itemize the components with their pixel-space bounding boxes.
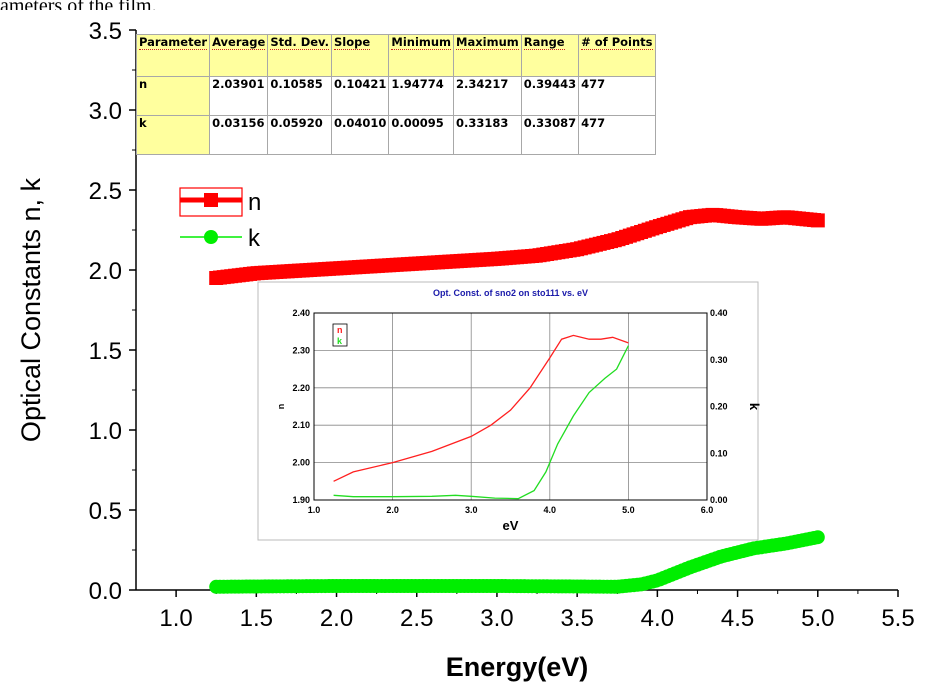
x-tick-label: 5.0	[801, 605, 834, 632]
main-plot: 0.0 0.5 1.0 1.5 2.0 2.5 3.0 3.5 1.0 1.5 2.0 2.5 3.0 3…	[16, 18, 915, 682]
x-tick-label: 2.0	[320, 605, 353, 632]
table-cell: 0.39443	[520, 76, 580, 116]
table-cell: 0.03156	[209, 115, 269, 155]
x-tick-label: 5.5	[881, 605, 914, 632]
x-axis-label: Energy(eV)	[446, 652, 589, 682]
y-tick-label: 2.5	[89, 178, 122, 205]
header-cell: Std. Dev.	[267, 34, 332, 77]
inset-x-tick-label: 4.0	[544, 505, 557, 515]
inset-y2-tick-label: 0.30	[710, 355, 728, 365]
legend-marker-n	[204, 193, 218, 207]
inset-legend-label-n: n	[337, 325, 343, 335]
table-cell: 0.04010	[330, 115, 390, 155]
header-cell: Minimum	[388, 34, 455, 77]
table-row: k 0.03156 0.05920 0.04010 0.00095 0.3318…	[135, 115, 656, 155]
x-tick-label: 4.0	[641, 605, 674, 632]
table-cell: 1.94774	[388, 76, 455, 116]
inset-y-axis-label: n	[276, 404, 286, 410]
legend-label-n: n	[248, 189, 261, 216]
inset-x-tick-label: 2.0	[386, 505, 399, 515]
table-cell: 0.10585	[267, 76, 332, 116]
inset-x-tick-label: 6.0	[701, 505, 714, 515]
y-tick-label: 0.0	[89, 578, 122, 605]
y-tick-label: 1.0	[89, 418, 122, 445]
table-row: n 2.03901 0.10585 0.10421 1.94774 2.3421…	[135, 76, 656, 116]
header-cell: Range	[520, 34, 580, 77]
x-tick-label: 3.5	[560, 605, 593, 632]
inset-y2-axis-label: k	[747, 403, 762, 411]
inset-x-axis-label: eV	[503, 518, 519, 533]
x-tick-label: 1.5	[240, 605, 273, 632]
inset-legend-box	[332, 323, 348, 347]
inset-y-tick-label: 2.30	[292, 345, 310, 355]
x-tick-label: 2.5	[400, 605, 433, 632]
inset-y-tick-label: 2.00	[292, 458, 310, 468]
table-cell: 0.00095	[388, 115, 455, 155]
x-tick-label: 3.0	[480, 605, 513, 632]
inset-y2-tick-label: 0.20	[710, 402, 728, 412]
table-cell: 0.33087	[520, 115, 580, 155]
header-cell: Maximum	[453, 34, 522, 77]
series-n	[209, 207, 825, 285]
inset-x-tick-label: 1.0	[308, 505, 321, 515]
inset-chart: Opt. Const. of sno2 on sto111 vs. eV 1.0 2…	[257, 281, 762, 541]
inset-series-n	[333, 334, 629, 482]
x-tick-label: 4.5	[721, 605, 754, 632]
statistics-table: Parameter Average Std. Dev. Slope Minimu…	[135, 34, 656, 155]
legend: nk	[179, 187, 261, 252]
y-tick-label: 3.5	[89, 18, 122, 45]
table-cell: 0.33183	[453, 115, 522, 155]
inset-frame	[313, 312, 708, 501]
table-cell: 477	[578, 115, 656, 155]
table-cell: 0.10421	[330, 76, 390, 116]
y-tick-label: 0.5	[89, 498, 122, 525]
inset-y2-tick-label: 0.10	[710, 448, 728, 458]
x-tick-label: 1.0	[159, 605, 192, 632]
y-tick-label: 1.5	[89, 338, 122, 365]
inset-y2-tick-label: 0.00	[710, 495, 728, 505]
inset-y-tick-label: 2.10	[292, 420, 310, 430]
header-cell: Average	[209, 34, 269, 77]
inset-title: Opt. Const. of sno2 on sto111 vs. eV	[433, 288, 588, 298]
table-cell: 2.34217	[453, 76, 522, 116]
statistics-header-row: Parameter Average Std. Dev. Slope Minimu…	[135, 34, 656, 77]
inset-y-tick-label: 1.90	[292, 495, 310, 505]
inset-y-tick-label: 2.20	[292, 383, 310, 393]
legend-marker-k	[204, 230, 218, 244]
inset-series-k	[333, 345, 629, 500]
header-cell: Slope	[330, 34, 390, 77]
row-label: k	[135, 115, 211, 155]
inset-y2-tick-label: 0.40	[710, 308, 728, 318]
row-label: n	[135, 76, 211, 116]
data-point	[810, 213, 825, 228]
table-cell: 2.03901	[209, 76, 269, 116]
inset-x-tick-label: 3.0	[465, 505, 478, 515]
header-cell: Parameter	[135, 34, 211, 77]
inset-background	[257, 281, 759, 541]
series-k	[209, 530, 825, 594]
data-point	[810, 530, 825, 545]
legend-label-k: k	[248, 225, 261, 252]
caption-text: ameters of the film.	[0, 0, 157, 10]
y-axis-label: Optical Constants n, k	[16, 177, 46, 442]
table-cell: 477	[578, 76, 656, 116]
inset-y-tick-label: 2.40	[292, 308, 310, 318]
inset-legend-label-k: k	[337, 336, 343, 346]
table-cell: 0.05920	[267, 115, 332, 155]
y-tick-label: 2.0	[89, 258, 122, 285]
y-tick-label: 3.0	[89, 98, 122, 125]
header-cell: # of Points	[578, 34, 656, 77]
inset-x-tick-label: 5.0	[622, 505, 635, 515]
